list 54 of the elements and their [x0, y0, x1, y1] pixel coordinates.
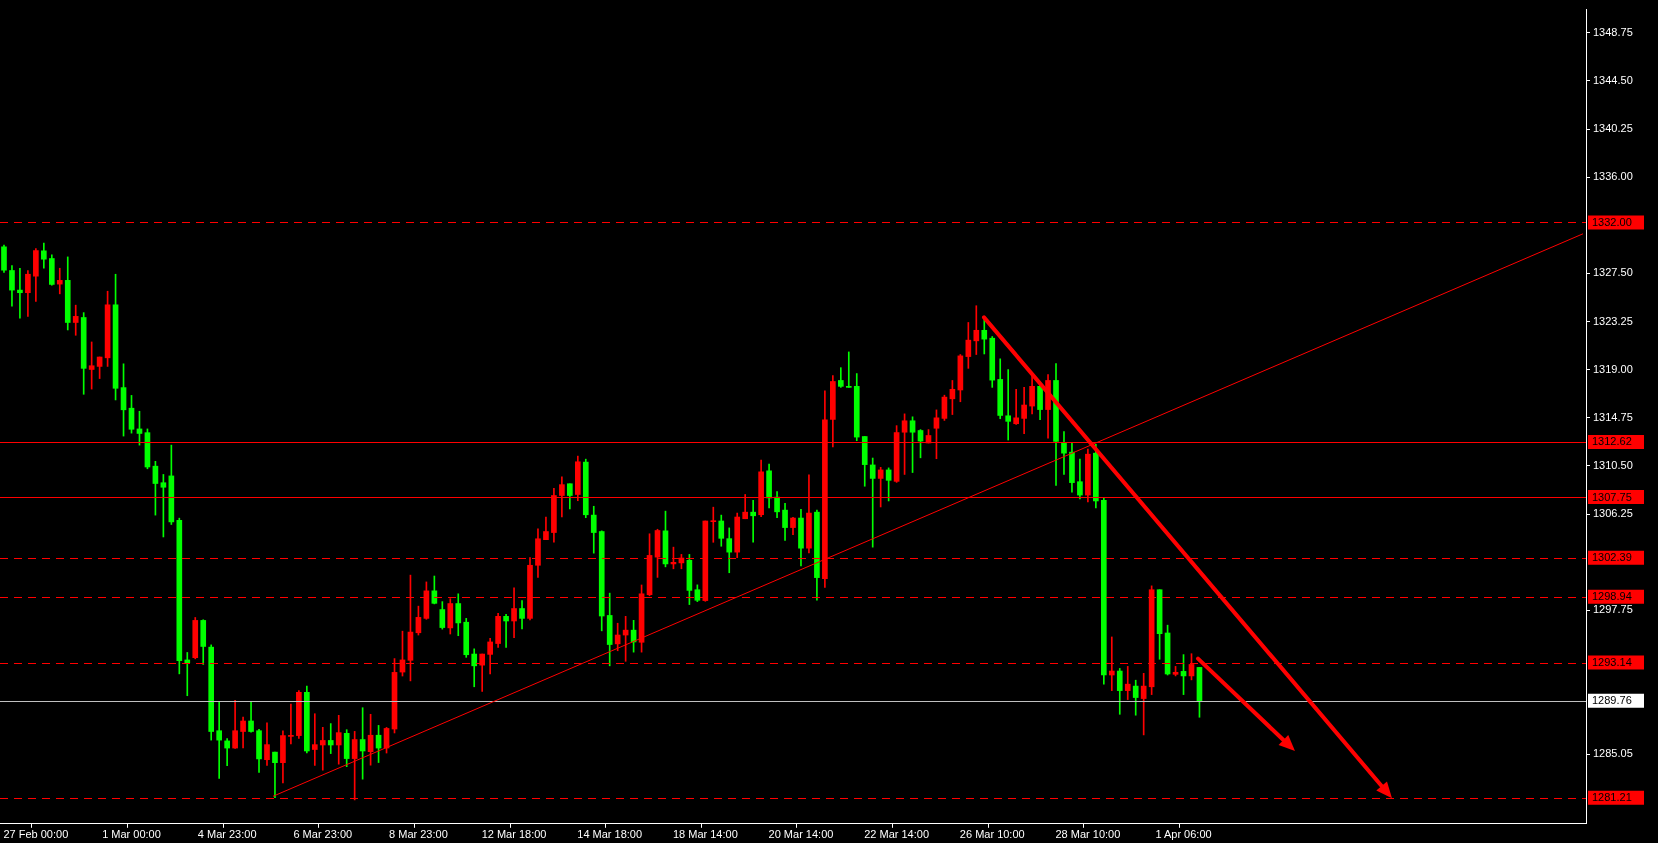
candlestick	[335, 714, 342, 765]
y-tick-label: 1285.05	[1593, 747, 1633, 760]
candlestick	[1140, 672, 1147, 736]
candlestick	[288, 703, 294, 745]
y-tick-label: 1336.00	[1593, 170, 1633, 183]
candlestick	[1005, 369, 1012, 441]
y-tick-label: 1340.25	[1593, 122, 1633, 135]
x-tick-label: 6 Mar 23:00	[293, 828, 353, 841]
candlestick	[710, 506, 717, 543]
y-tick-label: 1310.50	[1593, 458, 1633, 471]
x-tick-label: 20 Mar 14:00	[768, 828, 834, 841]
candlestick	[17, 267, 23, 319]
x-tick-label: 22 Mar 14:00	[864, 828, 930, 841]
y-tick-label: 1344.50	[1593, 73, 1633, 86]
y-tick-label: 1314.75	[1593, 410, 1633, 423]
candlestick	[184, 652, 191, 697]
y-tick-label: 1297.75	[1593, 603, 1633, 616]
ref-line-label: 1302.39	[1592, 551, 1632, 564]
ref-line-label: 1281.21	[1592, 791, 1632, 804]
x-tick-label: 12 Mar 18:00	[481, 828, 547, 841]
ref-line-label: 1298.94	[1592, 590, 1632, 603]
y-tick-label: 1348.75	[1593, 25, 1633, 38]
candlestick	[56, 267, 63, 295]
y-tick-label: 1319.00	[1593, 362, 1633, 375]
candlestick	[973, 305, 980, 355]
candlestick	[224, 738, 230, 767]
ref-line-label: 1307.75	[1592, 490, 1632, 503]
x-tick-label: 27 Feb 00:00	[3, 828, 69, 841]
candlestick	[327, 723, 334, 754]
ref-line-label: 1293.14	[1592, 656, 1632, 669]
candlestick	[750, 500, 756, 543]
candlestick	[319, 726, 326, 771]
ref-line-label: 1332.00	[1592, 216, 1632, 229]
candlestick	[1124, 666, 1131, 700]
x-tick-label: 18 Mar 14:00	[672, 828, 738, 841]
x-tick-label: 4 Mar 23:00	[197, 828, 257, 841]
candlestick	[869, 457, 876, 548]
ref-line-label: 1312.62	[1592, 435, 1632, 448]
ref-line-label: 1289.76	[1592, 694, 1632, 707]
x-tick-label: 1 Mar 00:00	[102, 828, 161, 841]
x-tick-label: 14 Mar 18:00	[577, 828, 643, 841]
y-tick-label: 1323.25	[1593, 314, 1633, 327]
candlestick	[216, 701, 222, 779]
candlestick	[311, 713, 318, 766]
candlestick	[72, 304, 79, 336]
y-tick-label: 1306.25	[1593, 507, 1633, 520]
x-tick-label: 28 Mar 10:00	[1055, 828, 1121, 841]
candlestick	[1013, 388, 1019, 425]
x-tick-label: 1 Apr 06:00	[1155, 828, 1212, 841]
x-tick-label: 8 Mar 23:00	[389, 828, 448, 841]
candlestick	[503, 614, 509, 648]
y-tick-label: 1327.50	[1593, 266, 1633, 279]
candlestick	[845, 351, 852, 388]
x-tick-label: 26 Mar 10:00	[959, 828, 1025, 841]
